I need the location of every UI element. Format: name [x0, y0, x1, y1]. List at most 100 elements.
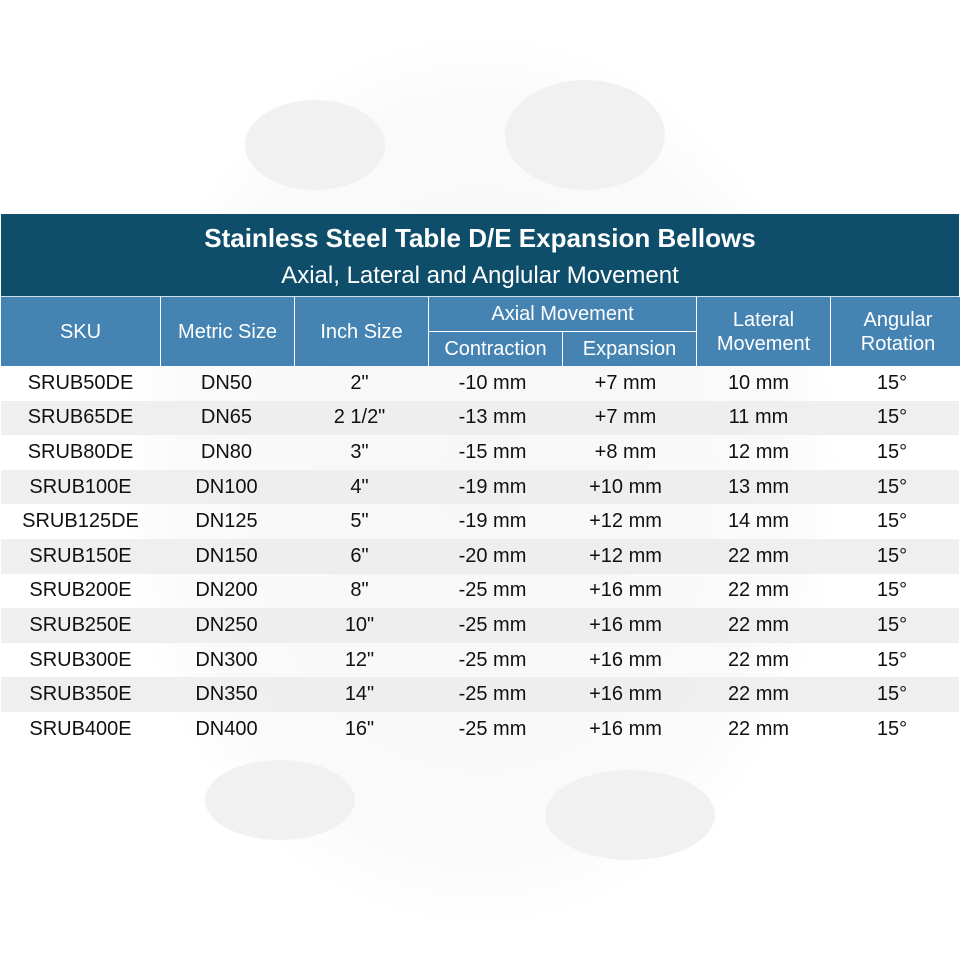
- cell-metric-size: DN150: [195, 544, 258, 567]
- table-row: SRUB300E DN300 12" -25 mm +16 mm 22 mm 15°: [1, 643, 959, 678]
- cell-contraction: -25 mm: [458, 613, 527, 636]
- table-subtitle: Axial, Lateral and Anglular Movement: [281, 262, 679, 289]
- cell-metric-size: DN125: [195, 510, 258, 533]
- cell-angular-rotation: 15°: [876, 683, 908, 706]
- cell-angular-rotation: 15°: [876, 544, 908, 567]
- header-sku: SKU: [1, 297, 160, 366]
- table-row: SRUB350E DN350 14" -25 mm +16 mm 22 mm 15°: [1, 677, 959, 712]
- table-row: SRUB50DE DN50 2" -10 mm +7 mm 10 mm 15°: [1, 366, 959, 401]
- header-lateral-movement: Lateral Movement: [697, 297, 830, 366]
- table-row: SRUB400E DN400 16" -25 mm +16 mm 22 mm 15°: [1, 712, 959, 747]
- cell-angular-rotation: 15°: [876, 648, 908, 671]
- cell-angular-rotation: 15°: [876, 440, 908, 463]
- table-row: SRUB80DE DN80 3" -15 mm +8 mm 12 mm 15°: [1, 435, 959, 470]
- cell-metric-size: DN100: [195, 475, 258, 498]
- cell-sku: SRUB50DE: [27, 371, 134, 394]
- cell-sku: SRUB150E: [29, 544, 132, 567]
- cell-lateral-movement: 22 mm: [727, 717, 790, 740]
- table-row: SRUB250E DN250 10" -25 mm +16 mm 22 mm 15°: [1, 608, 959, 643]
- cell-inch-size: 3": [350, 440, 369, 463]
- cell-angular-rotation: 15°: [876, 371, 908, 394]
- table-row: SRUB65DE DN65 2 1/2" -13 mm +7 mm 11 mm 15°: [1, 400, 959, 436]
- cell-inch-size: 2": [350, 371, 369, 394]
- cell-contraction: -10 mm: [458, 371, 527, 394]
- cell-sku: SRUB80DE: [27, 440, 134, 463]
- cell-sku: SRUB125DE: [22, 510, 139, 533]
- cell-lateral-movement: 13 mm: [727, 475, 790, 498]
- cell-lateral-movement: 22 mm: [727, 613, 790, 636]
- cell-contraction: -19 mm: [458, 475, 527, 498]
- cell-expansion: +10 mm: [589, 475, 662, 498]
- cell-metric-size: DN400: [195, 717, 258, 740]
- cell-metric-size: DN50: [200, 371, 253, 394]
- table-title: Stainless Steel Table D/E Expansion Bell…: [204, 223, 756, 253]
- cell-inch-size: 4": [350, 475, 369, 498]
- table-row: SRUB100E DN100 4" -19 mm +10 mm 13 mm 15°: [1, 469, 959, 505]
- cell-inch-size: 6": [350, 544, 369, 567]
- cell-angular-rotation: 15°: [876, 475, 908, 498]
- cell-metric-size: DN200: [195, 579, 258, 602]
- table-header: SKU Metric Size Inch Size Axial Movement…: [1, 297, 960, 366]
- cell-angular-rotation: 15°: [876, 579, 908, 602]
- cell-metric-size: DN350: [195, 683, 258, 706]
- cell-contraction: -19 mm: [458, 510, 527, 533]
- cell-expansion: +16 mm: [589, 717, 662, 740]
- cell-lateral-movement: 22 mm: [727, 683, 790, 706]
- cell-inch-size: 5": [350, 510, 369, 533]
- cell-lateral-movement: 11 mm: [728, 406, 789, 429]
- cell-sku: SRUB100E: [29, 475, 132, 498]
- header-contraction: Contraction: [429, 332, 562, 366]
- cell-lateral-movement: 14 mm: [727, 510, 790, 533]
- cell-inch-size: 10": [344, 613, 375, 636]
- cell-angular-rotation: 15°: [876, 510, 908, 533]
- cell-sku: SRUB250E: [29, 613, 132, 636]
- cell-inch-size: 14": [344, 683, 375, 706]
- cell-contraction: -13 mm: [458, 406, 527, 429]
- cell-angular-rotation: 15°: [876, 406, 908, 429]
- cell-expansion: +16 mm: [589, 579, 662, 602]
- cell-expansion: +8 mm: [594, 440, 657, 463]
- cell-lateral-movement: 22 mm: [727, 544, 790, 567]
- cell-metric-size: DN65: [200, 406, 253, 429]
- cell-inch-size: 2 1/2": [333, 406, 386, 429]
- cell-sku: SRUB350E: [29, 683, 132, 706]
- header-metric-size: Metric Size: [161, 297, 294, 366]
- cell-metric-size: DN300: [195, 648, 258, 671]
- cell-inch-size: 8": [350, 579, 369, 602]
- cell-lateral-movement: 22 mm: [727, 648, 790, 671]
- cell-expansion: +12 mm: [589, 544, 662, 567]
- table-body: SRUB50DE DN50 2" -10 mm +7 mm 10 mm 15° SRUB65D…: [1, 366, 959, 747]
- cell-sku: SRUB65DE: [27, 406, 134, 429]
- cell-lateral-movement: 12 mm: [727, 440, 790, 463]
- header-expansion: Expansion: [563, 332, 696, 366]
- cell-sku: SRUB300E: [29, 648, 132, 671]
- cell-expansion: +16 mm: [589, 683, 662, 706]
- cell-lateral-movement: 22 mm: [727, 579, 790, 602]
- cell-sku: SRUB400E: [29, 717, 132, 740]
- table-row: SRUB150E DN150 6" -20 mm +12 mm 22 mm 15°: [1, 538, 959, 574]
- cell-expansion: +7 mm: [594, 406, 657, 429]
- table-row: SRUB200E DN200 8" -25 mm +16 mm 22 mm 15°: [1, 574, 959, 609]
- cell-inch-size: 12": [344, 648, 375, 671]
- cell-contraction: -25 mm: [458, 579, 527, 602]
- header-inch-size: Inch Size: [295, 297, 428, 366]
- cell-lateral-movement: 10 mm: [727, 371, 790, 394]
- cell-contraction: -15 mm: [458, 440, 527, 463]
- cell-angular-rotation: 15°: [876, 717, 908, 740]
- cell-metric-size: DN80: [200, 440, 253, 463]
- cell-expansion: +16 mm: [589, 613, 662, 636]
- cell-expansion: +16 mm: [589, 648, 662, 671]
- cell-metric-size: DN250: [195, 613, 258, 636]
- cell-angular-rotation: 15°: [876, 613, 908, 636]
- header-axial-movement: Axial Movement: [429, 297, 696, 331]
- cell-contraction: -20 mm: [458, 544, 527, 567]
- cell-expansion: +12 mm: [589, 510, 662, 533]
- cell-contraction: -25 mm: [458, 648, 527, 671]
- header-angular-rotation: Angular Rotation: [831, 297, 960, 366]
- table-row: SRUB125DE DN125 5" -19 mm +12 mm 14 mm 15°: [1, 504, 959, 539]
- cell-inch-size: 16": [344, 717, 375, 740]
- cell-sku: SRUB200E: [29, 579, 132, 602]
- table-title-bar: Stainless Steel Table D/E Expansion Bell…: [1, 214, 959, 297]
- cell-contraction: -25 mm: [458, 717, 527, 740]
- cell-expansion: +7 mm: [594, 371, 657, 394]
